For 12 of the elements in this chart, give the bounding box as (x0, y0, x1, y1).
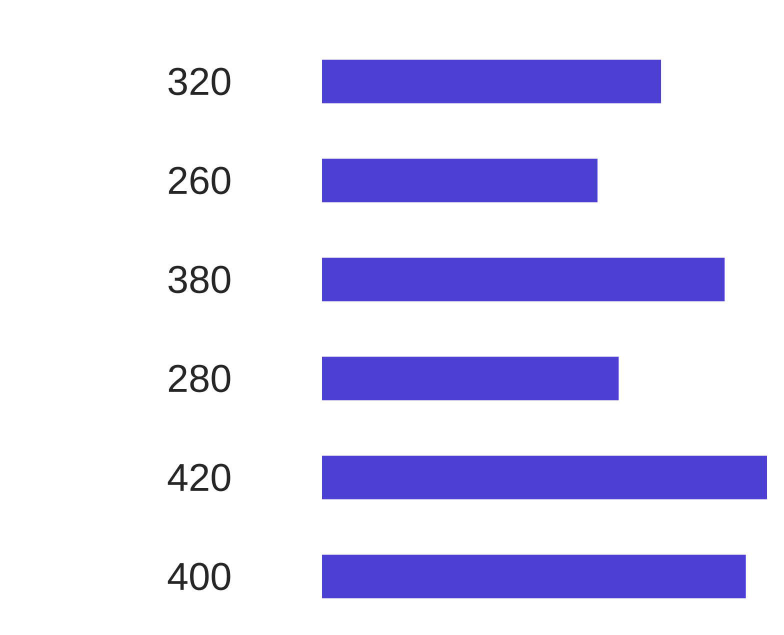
data-label: 380 (168, 266, 230, 294)
bar (322, 60, 662, 104)
bar (322, 356, 619, 400)
data-label: 400 (168, 562, 230, 590)
bar (322, 456, 768, 500)
data-label: 260 (168, 166, 230, 194)
data-label: 320 (168, 68, 230, 96)
data-label: 280 (168, 364, 230, 392)
bar (322, 158, 598, 202)
bar (322, 258, 725, 302)
bar (322, 554, 746, 598)
data-label: 420 (168, 464, 230, 492)
